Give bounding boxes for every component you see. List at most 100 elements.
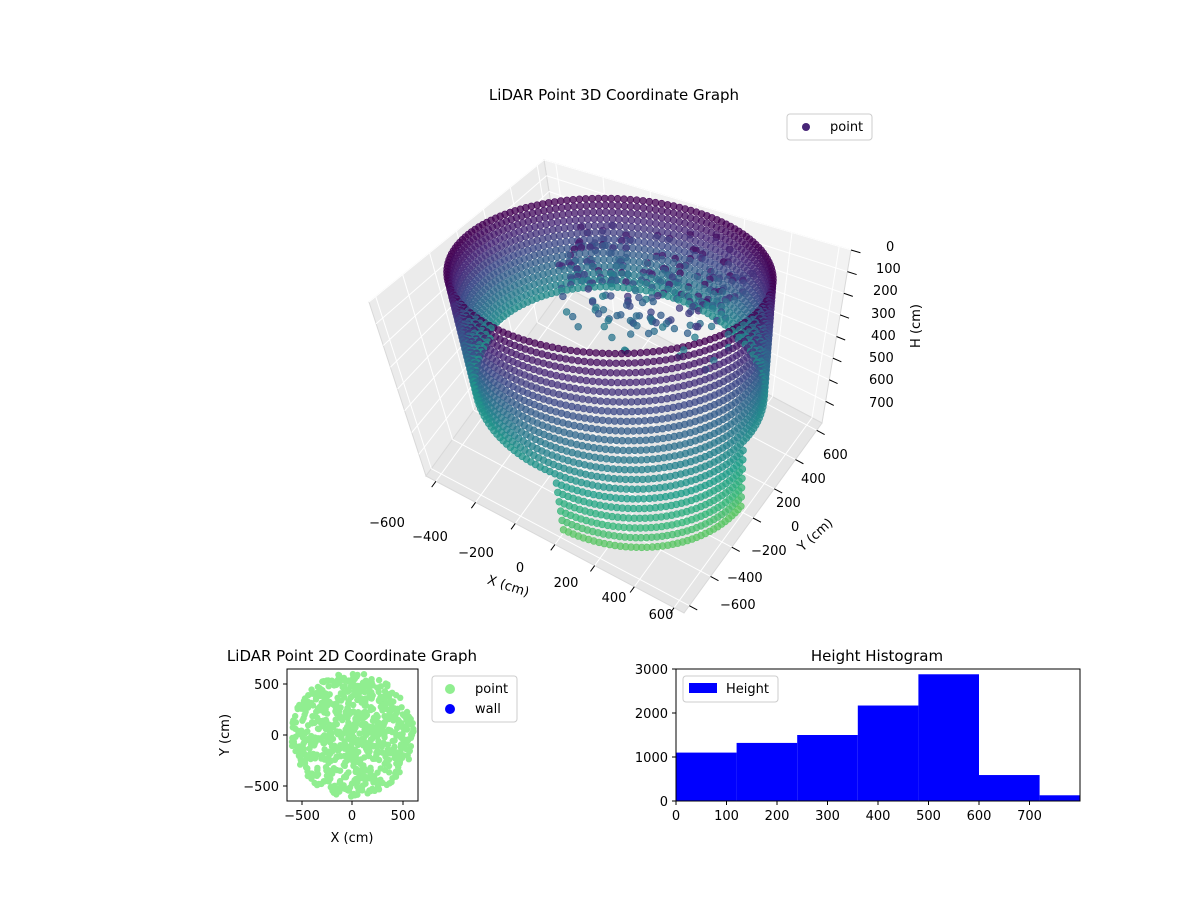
point-3d (594, 194, 603, 203)
x2d-tick-label: 500 (391, 809, 416, 824)
point-3d (609, 222, 617, 230)
point-3d (639, 204, 647, 212)
point-3d (627, 475, 635, 484)
point-3d (557, 204, 566, 212)
histogram-bar (736, 742, 798, 801)
point-3d (592, 349, 600, 357)
point-2d (391, 754, 398, 762)
point-3d (631, 359, 639, 367)
point-3d (604, 407, 612, 415)
legend-marker-wall (445, 704, 455, 714)
point-3d (626, 378, 634, 387)
grid-line (543, 159, 852, 251)
point-2d (334, 680, 341, 687)
point-3d (630, 349, 638, 357)
point-3d (651, 212, 660, 221)
point-2d (313, 751, 321, 758)
point-2d (330, 765, 338, 772)
point-3d (577, 385, 586, 394)
point-3d (621, 398, 629, 406)
point-3d (643, 358, 652, 366)
z3d-tick-label: 0 (886, 240, 894, 255)
point-3d (646, 225, 654, 234)
point-2d (314, 705, 322, 712)
z3d-tick-label: 600 (869, 373, 894, 388)
point-3d (576, 376, 584, 384)
point-3d (554, 344, 563, 353)
point-3d (607, 194, 615, 203)
point-2d (369, 705, 377, 713)
point-3d (564, 374, 572, 382)
point-3d (591, 406, 600, 414)
histogram-bar (676, 752, 737, 801)
point-3d (564, 210, 573, 218)
point-3d (593, 358, 601, 367)
point-3d (613, 195, 622, 203)
point-2d (373, 752, 380, 759)
point-3d (667, 345, 675, 353)
point-2d (353, 765, 360, 773)
z3d-tick (847, 271, 857, 276)
point-3d (568, 356, 576, 364)
point-2d (389, 737, 396, 745)
point-3d (614, 388, 622, 396)
point-3d (685, 309, 693, 318)
x3d-tick (590, 565, 596, 572)
point-3d (600, 368, 608, 377)
x2d-tick-label: 0 (348, 809, 356, 824)
legend-label-point: point (830, 120, 863, 135)
point-2d (323, 767, 330, 774)
point-3d (634, 237, 643, 246)
point-2d (396, 760, 403, 767)
point-3d (590, 396, 599, 405)
point-2d (391, 743, 398, 750)
point-3d (638, 368, 646, 376)
point-2d (407, 715, 414, 723)
histogram-bar (857, 705, 919, 801)
point-3d (584, 222, 593, 230)
z3d-tick (829, 379, 838, 385)
point-3d (626, 302, 634, 310)
point-3d (575, 195, 584, 203)
point-3d (582, 201, 591, 210)
point-3d (615, 222, 624, 230)
point-3d (637, 543, 646, 552)
point-2d (356, 710, 363, 717)
y3d-tick (689, 605, 698, 611)
point-3d (652, 319, 660, 327)
point-2d (389, 705, 396, 712)
point-3d (566, 346, 575, 355)
point-3d (633, 217, 642, 225)
point-3d (570, 375, 578, 383)
point-3d (627, 398, 636, 406)
point-3d (605, 349, 613, 358)
point-3d (631, 368, 640, 377)
point-3d (639, 388, 647, 396)
point-3d (634, 224, 642, 232)
x3d-axis-label: X (cm) (485, 573, 531, 601)
point-3d (608, 208, 616, 216)
hist-y-tick-label: 2000 (635, 707, 668, 722)
point-2d (375, 719, 383, 727)
point-3d (622, 408, 630, 416)
point-2d (309, 713, 316, 720)
point-3d (663, 201, 672, 209)
point-2d (301, 759, 309, 767)
plot2d-legend: point wall (431, 675, 518, 723)
point-3d (588, 298, 597, 306)
plot2d: LiDAR Point 2D Coordinate Graph −500 0 5… (218, 647, 518, 846)
point-3d (604, 316, 612, 325)
y3d-tick-label: 400 (801, 472, 826, 487)
histogram-bar (979, 775, 1040, 801)
point-2d (304, 722, 312, 729)
point-3d (620, 388, 629, 396)
point-3d (594, 368, 602, 376)
point-3d (636, 524, 645, 532)
point-3d (632, 196, 641, 204)
histogram: Height Histogram 0 100 200 300 400 500 600 700 … (635, 647, 1081, 824)
legend-label-point: point (475, 682, 508, 697)
point-3d (640, 224, 648, 233)
point-3d (645, 211, 654, 220)
hist-x-tick-label: 500 (916, 809, 941, 824)
point-3d (584, 396, 593, 404)
